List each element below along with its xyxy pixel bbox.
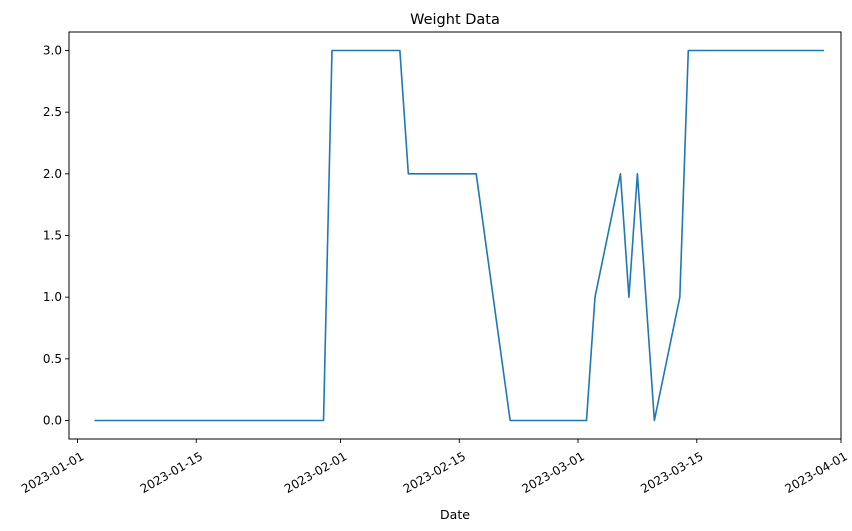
y-tick-label: 1.0 (43, 290, 62, 304)
y-tick-label: 2.0 (43, 167, 62, 181)
plot-area (94, 49, 825, 422)
series-line-0 (94, 49, 825, 422)
y-tick-label: 1.5 (43, 229, 62, 243)
y-tick-label: 0.0 (43, 414, 62, 428)
chart-title: Weight Data (410, 12, 500, 28)
x-tick-label: 2023-03-01 (520, 449, 587, 496)
x-tick-label: 2023-02-01 (282, 449, 349, 496)
y-axis-ticks: 0.0 0.5 1.0 1.5 2.0 2.5 3.0 (43, 44, 69, 428)
x-tick-label: 2023-01-15 (138, 449, 205, 496)
y-tick-label: 0.5 (43, 352, 62, 366)
y-tick-label: 2.5 (43, 105, 62, 119)
x-tick-label: 2023-03-15 (638, 449, 705, 496)
x-tick-label: 2023-01-01 (19, 449, 86, 496)
x-tick-label: 2023-02-15 (401, 449, 468, 496)
x-axis-label: Date (440, 507, 470, 522)
x-axis-ticks: 2023-01-01 2023-01-15 2023-02-01 2023-02-15… (19, 439, 850, 496)
y-tick-label: 3.0 (43, 44, 62, 58)
x-tick-label: 2023-04-01 (782, 449, 849, 496)
axes-frame (68, 31, 842, 440)
